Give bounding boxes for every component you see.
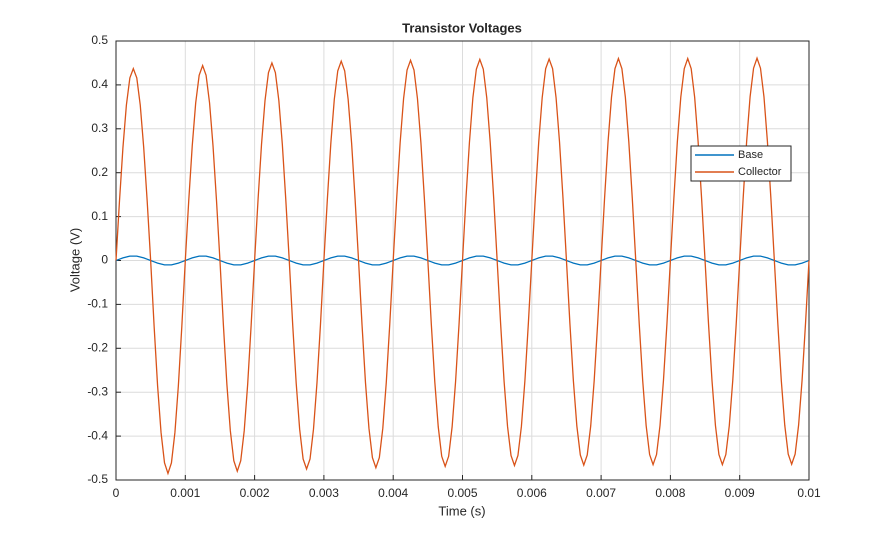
x-tick-label: 0.007 bbox=[586, 486, 616, 500]
legend-label: Base bbox=[738, 149, 763, 161]
legend-box bbox=[690, 145, 792, 182]
x-tick-label: 0.005 bbox=[447, 486, 477, 500]
y-tick-label: -0.4 bbox=[87, 428, 108, 442]
x-tick-label: 0.009 bbox=[725, 486, 755, 500]
y-tick-label: 0.1 bbox=[91, 209, 108, 223]
x-tick-label: 0.001 bbox=[170, 486, 200, 500]
legend-label: Collector bbox=[738, 166, 782, 178]
x-tick-label: 0.008 bbox=[655, 486, 685, 500]
y-tick-label: 0 bbox=[101, 253, 108, 267]
chart-title: Transistor Voltages bbox=[402, 20, 522, 35]
x-tick-label: 0.01 bbox=[797, 486, 821, 500]
y-axis-label: Voltage (V) bbox=[67, 228, 82, 292]
y-tick-label: -0.5 bbox=[87, 472, 108, 486]
x-tick-label: 0.002 bbox=[240, 486, 270, 500]
y-tick-label: -0.1 bbox=[87, 297, 108, 311]
x-tick-label: 0.006 bbox=[517, 486, 547, 500]
y-tick-label: -0.3 bbox=[87, 384, 108, 398]
y-tick-label: 0.4 bbox=[91, 77, 108, 91]
y-tick-label: 0.3 bbox=[91, 121, 108, 135]
x-axis-label: Time (s) bbox=[438, 503, 485, 518]
y-tick-label: 0.5 bbox=[91, 33, 108, 47]
y-tick-label: 0.2 bbox=[91, 165, 108, 179]
y-tick-label: -0.2 bbox=[87, 340, 108, 354]
data-line bbox=[115, 56, 810, 476]
x-tick-label: 0 bbox=[113, 486, 120, 500]
x-tick-label: 0.003 bbox=[309, 486, 339, 500]
x-tick-label: 0.004 bbox=[378, 486, 408, 500]
